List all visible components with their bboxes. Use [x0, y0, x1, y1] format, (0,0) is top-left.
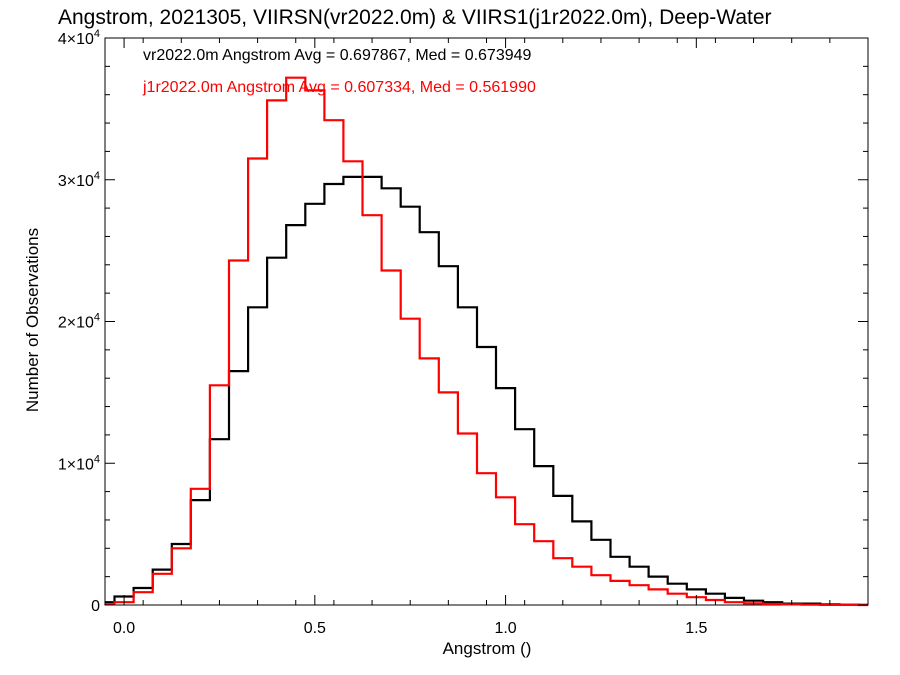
legend-entry-vr2022: vr2022.0m Angstrom Avg = 0.697867, Med =… — [143, 47, 532, 64]
series-1-point — [772, 603, 774, 605]
series-0-point — [600, 539, 602, 541]
series-0-point — [562, 495, 564, 497]
series-1-point — [161, 573, 163, 575]
series-1-point — [142, 591, 144, 593]
series-1-point — [485, 472, 488, 474]
series-0-point — [428, 231, 430, 233]
series-0-point — [505, 387, 507, 389]
series-0-point — [695, 588, 697, 591]
series-1-point — [333, 119, 335, 121]
legend: vr2022.0m Angstrom Avg = 0.697867, Med =… — [142, 47, 536, 96]
y-tick-label: 1×104 — [58, 453, 100, 473]
series-0-point — [714, 593, 717, 595]
y-axis-title: Number of Observations — [23, 228, 42, 412]
series-1-point — [810, 604, 812, 606]
series-1-point — [428, 357, 430, 359]
series-0-point — [485, 346, 488, 348]
x-axis-title: Angstrom () — [443, 639, 532, 658]
x-tick-label: 0.5 — [304, 620, 326, 637]
series-1-point — [562, 557, 564, 559]
series-1-point — [447, 391, 449, 393]
series-1-point — [257, 157, 259, 160]
series-0-point — [257, 306, 259, 308]
series-1-point — [581, 566, 583, 568]
y-tick-label: 4×104 — [58, 28, 100, 48]
series-0-point — [638, 566, 640, 568]
series-line-0 — [105, 175, 868, 606]
series-1-point — [390, 269, 392, 272]
series-1-point — [314, 89, 316, 91]
plot-area: 0.0 0.5 1.0 1.5 0 1×104 2×104 3×104 4×104 — [58, 28, 869, 637]
chart-title: Angstrom, 2021305, VIIRSN(vr2022.0m) & V… — [58, 6, 772, 29]
series-0-point — [371, 176, 373, 178]
series-1-point — [276, 99, 278, 101]
series-0 — [104, 175, 869, 606]
x-axis-ticks: 0.0 0.5 1.0 1.5 — [104, 38, 869, 637]
x-tick-label: 0.0 — [113, 620, 135, 637]
series-1-point — [638, 584, 640, 586]
series-1-point — [543, 540, 545, 542]
series-1-point — [409, 318, 411, 320]
series-1 — [104, 76, 869, 607]
series-0-point — [581, 520, 583, 523]
y-tick-label: 3×104 — [58, 170, 100, 190]
series-1-point — [218, 384, 220, 386]
series-0-point — [733, 597, 736, 599]
series-0-point — [314, 203, 316, 205]
x-tick-label: 1.5 — [685, 620, 707, 637]
series-0-point — [447, 265, 449, 267]
series-1-point — [733, 601, 736, 603]
series-0-point — [524, 428, 526, 430]
series-1-point — [676, 593, 678, 595]
series-0-point — [295, 224, 297, 226]
x-tick-label: 1.0 — [494, 620, 516, 637]
series-0-point — [276, 257, 278, 259]
series-1-point — [848, 604, 850, 606]
series-1-point — [237, 259, 240, 262]
series-0-point — [161, 569, 163, 571]
series-1-point — [180, 547, 182, 549]
series-0-point — [237, 370, 240, 372]
series-1-point — [295, 77, 297, 79]
series-0-point — [218, 438, 220, 440]
y-tick-label: 2×104 — [58, 312, 100, 332]
series-1-point — [199, 488, 201, 490]
series-1-point — [600, 574, 602, 576]
series-1-point — [619, 580, 621, 582]
series-0-point — [180, 543, 182, 545]
series-1-point — [505, 496, 507, 498]
y-tick-label: 0 — [91, 598, 100, 615]
series-0-point — [466, 306, 468, 308]
series-line-1 — [105, 76, 868, 607]
series-0-point — [333, 183, 335, 185]
y-axis-ticks: 0 1×104 2×104 3×104 4×104 — [58, 28, 868, 615]
plot-frame — [104, 37, 869, 606]
series-0-point — [657, 576, 659, 578]
series-0-point — [142, 587, 144, 589]
series-1-point — [352, 160, 354, 162]
series-0-point — [390, 187, 392, 189]
series-0-point — [543, 465, 545, 467]
series-1-point — [466, 432, 468, 435]
series-0-point — [352, 176, 354, 178]
series-0-point — [772, 601, 774, 603]
series-1-point — [524, 523, 526, 525]
series-0-point — [409, 206, 411, 208]
legend-entry-j1r2022: j1r2022.0m Angstrom Avg = 0.607334, Med … — [142, 79, 536, 96]
series-1-point — [657, 588, 659, 591]
series-1-point — [371, 214, 373, 216]
series-0-point — [619, 556, 621, 558]
series-0-point — [199, 499, 201, 501]
series-0-point — [676, 583, 678, 585]
series-layer — [104, 76, 869, 607]
